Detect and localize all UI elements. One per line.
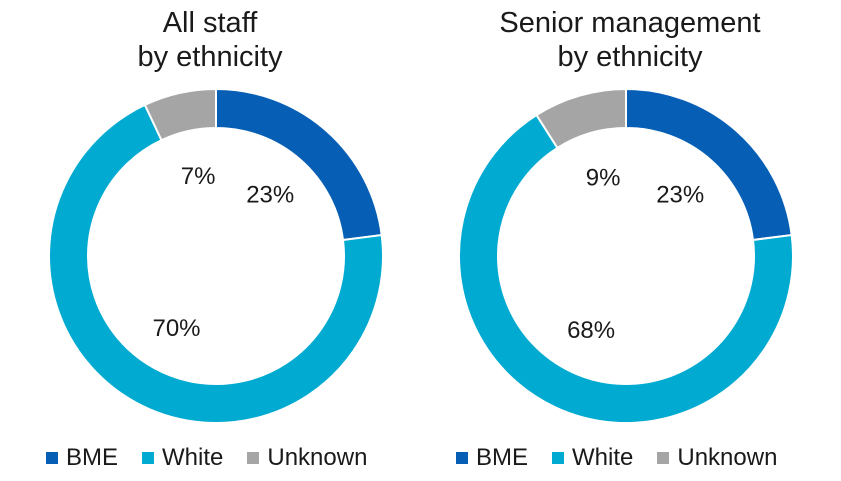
data-label-white: 70% <box>152 315 200 342</box>
donut-slice-bme <box>215 87 383 242</box>
chart-title-line-2: by ethnicity <box>557 41 703 73</box>
chart-legend: BME White Unknown <box>46 444 391 472</box>
legend-item-bme: BME <box>456 444 528 472</box>
chart-all-staff: All staff by ethnicity 23% 70% 7% BME Whit… <box>0 0 420 481</box>
legend-swatch-unknown <box>247 452 260 464</box>
donut-slice-white <box>48 103 384 424</box>
legend-swatch-white <box>552 452 565 464</box>
chart-title-line-2: by ethnicity <box>137 41 283 73</box>
data-label-unknown: 7% <box>181 163 216 190</box>
legend-label: BME <box>476 444 529 471</box>
data-label-bme: 23% <box>246 181 294 208</box>
legend-label: BME <box>66 444 119 471</box>
donut-slice-bme <box>625 87 793 242</box>
legend-label: White <box>572 444 634 471</box>
legend-item-unknown: Unknown <box>657 444 777 472</box>
donut-chart: 23% 70% 7% <box>48 87 384 424</box>
legend-swatch-white <box>142 452 155 464</box>
donut-chart: 23% 68% 9% <box>458 87 794 424</box>
legend-item-unknown: Unknown <box>247 444 367 472</box>
legend-swatch-bme <box>456 452 468 464</box>
legend-label: Unknown <box>677 444 778 471</box>
legend-swatch-bme <box>46 452 58 464</box>
chart-senior-management: Senior management by ethnicity 23% 68% 9% … <box>420 0 840 481</box>
legend-swatch-unknown <box>657 452 670 464</box>
data-label-white: 68% <box>567 317 615 344</box>
legend-item-white: White <box>142 444 223 472</box>
donut-slice-white <box>458 113 794 424</box>
chart-legend: BME White Unknown <box>456 444 801 472</box>
donut-slice-unknown <box>143 87 217 142</box>
legend-item-white: White <box>552 444 633 472</box>
legend-label: Unknown <box>267 444 368 471</box>
donut-slice-unknown <box>535 87 627 150</box>
legend-item-bme: BME <box>46 444 118 472</box>
data-label-unknown: 9% <box>586 164 621 191</box>
chart-title-line-1: Senior management <box>499 7 761 39</box>
data-label-bme: 23% <box>656 181 704 208</box>
legend-label: White <box>162 444 224 471</box>
chart-title-line-1: All staff <box>162 7 258 39</box>
